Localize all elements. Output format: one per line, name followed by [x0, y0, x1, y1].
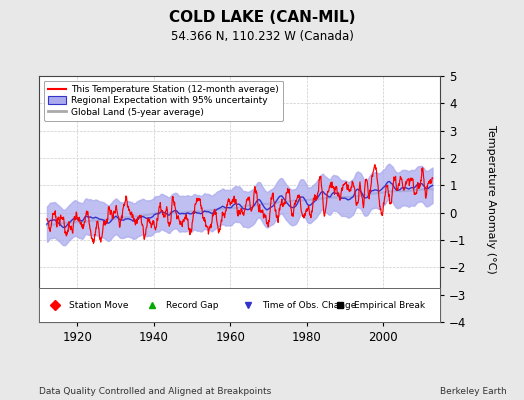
Text: Station Move: Station Move — [69, 300, 129, 310]
Text: Record Gap: Record Gap — [166, 300, 218, 310]
Legend: This Temperature Station (12-month average), Regional Expectation with 95% uncer: This Temperature Station (12-month avera… — [44, 80, 283, 121]
Text: Time of Obs. Change: Time of Obs. Change — [262, 300, 356, 310]
Text: Berkeley Earth: Berkeley Earth — [440, 387, 507, 396]
Text: Empirical Break: Empirical Break — [354, 300, 425, 310]
Text: 54.366 N, 110.232 W (Canada): 54.366 N, 110.232 W (Canada) — [171, 30, 353, 43]
Y-axis label: Temperature Anomaly (°C): Temperature Anomaly (°C) — [486, 125, 496, 273]
Text: COLD LAKE (CAN-MIL): COLD LAKE (CAN-MIL) — [169, 10, 355, 25]
Text: Data Quality Controlled and Aligned at Breakpoints: Data Quality Controlled and Aligned at B… — [39, 387, 271, 396]
